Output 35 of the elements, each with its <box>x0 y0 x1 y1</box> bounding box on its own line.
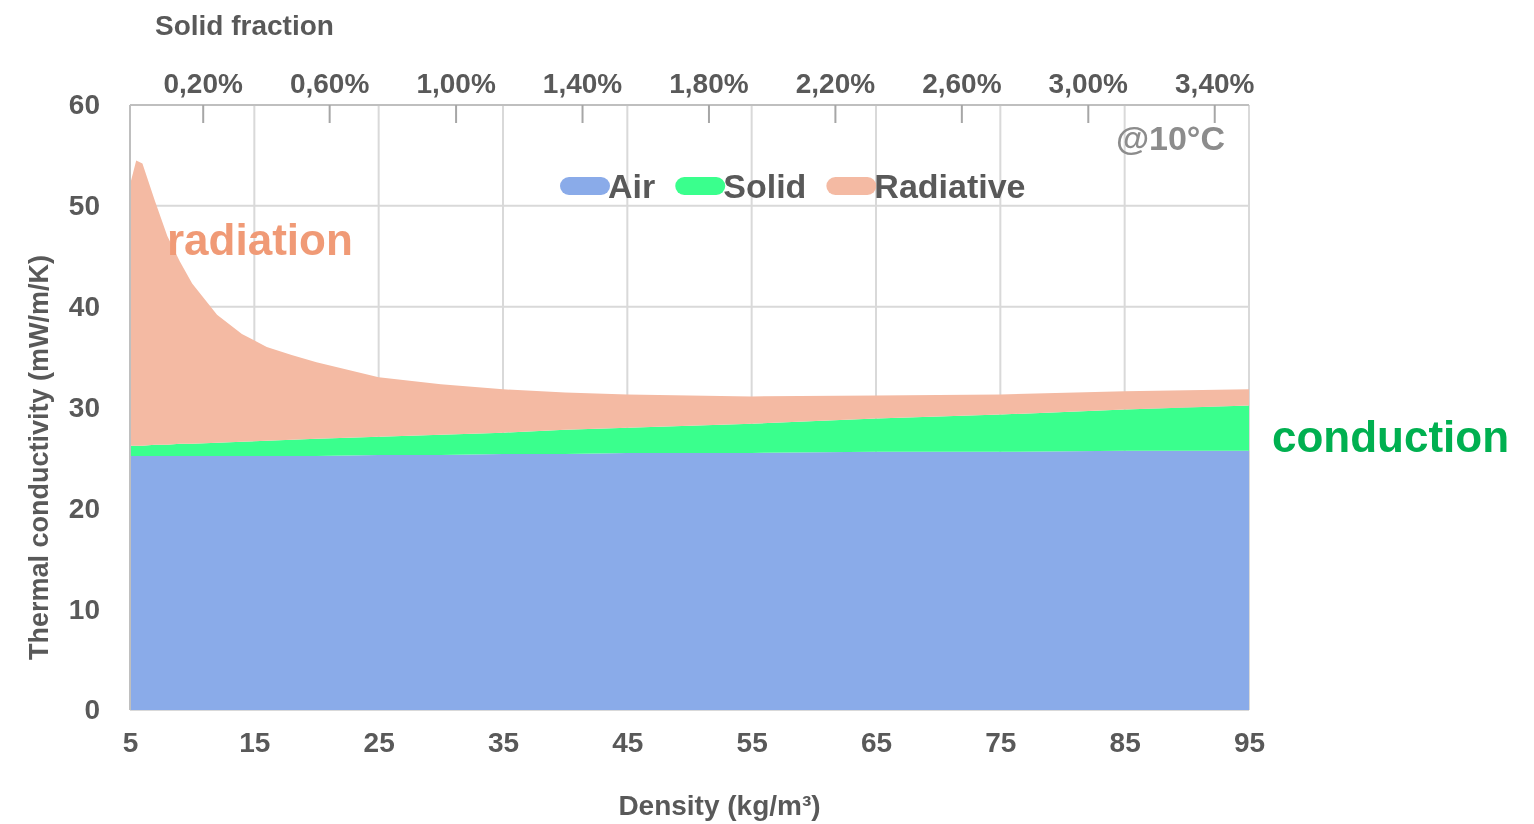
x2-tick-label: 0,60% <box>289 68 370 99</box>
x2-tick-label: 1,40% <box>542 68 623 99</box>
x2-axis-title: Solid fraction <box>155 10 334 41</box>
x-tick-label: 35 <box>487 726 520 758</box>
x-tick-label: 75 <box>985 726 1017 758</box>
x2-tick-label: 1,00% <box>416 68 496 99</box>
x-tick-label: 55 <box>736 726 768 758</box>
y-tick-label: 40 <box>68 291 100 323</box>
x2-tick-label: 2,20% <box>795 68 876 99</box>
x-axis-title: Density (kg/m³) <box>618 790 821 821</box>
annotation: @10°C <box>1115 119 1225 157</box>
y-tick-label: 50 <box>68 190 100 222</box>
legend-label: Radiative <box>874 167 1026 205</box>
x2-tick-label: 1,80% <box>669 68 749 99</box>
y-tick-label: 30 <box>68 391 100 423</box>
x2-tick-label: 3,00% <box>1048 68 1129 99</box>
x-tick-label: 95 <box>1233 726 1266 758</box>
y-tick-label: 60 <box>68 89 100 121</box>
x-tick-label: 65 <box>860 726 893 758</box>
x2-tick-label: 3,40% <box>1175 68 1255 99</box>
x-tick-label: 15 <box>239 726 271 758</box>
annotation: radiation <box>167 215 353 264</box>
y-tick-label: 0 <box>84 694 100 726</box>
y-axis-title: Thermal conductivity (mW/m/K) <box>24 254 54 661</box>
x2-tick-label: 2,60% <box>922 68 1002 99</box>
legend-label: Air <box>608 167 656 205</box>
x2-tick-label: 0,20% <box>163 68 243 99</box>
legend-label: Solid <box>723 167 807 205</box>
x-tick-label: 5 <box>122 726 139 758</box>
x-tick-label: 45 <box>612 726 644 758</box>
x-tick-label: 85 <box>1109 726 1141 758</box>
y-tick-label: 10 <box>68 593 100 625</box>
x-tick-label: 25 <box>363 726 395 758</box>
text: conduction <box>1272 412 1510 461</box>
y-tick-label: 20 <box>68 492 100 524</box>
